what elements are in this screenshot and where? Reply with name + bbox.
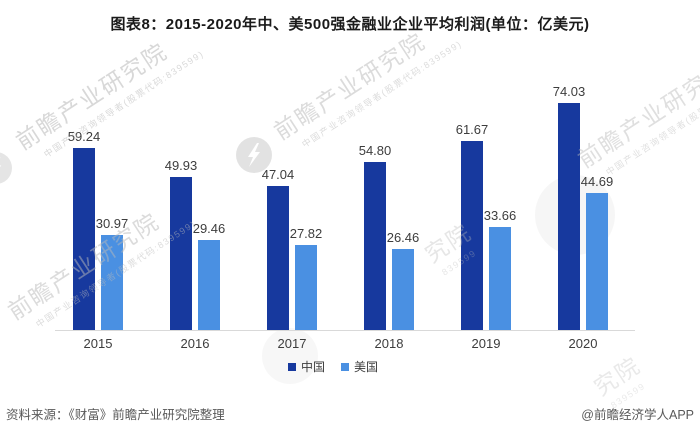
bar-usa-2016	[198, 239, 220, 330]
bar-value-usa-2015: 30.97	[95, 215, 129, 231]
bar-china-2018	[364, 161, 386, 330]
bar-usa-2020	[586, 192, 608, 330]
watermark-logo-icon	[0, 152, 12, 184]
bar-value-usa-2018: 26.46	[386, 229, 420, 245]
bar-value-china-2019: 61.67	[455, 121, 489, 137]
footer: 资料来源：《财富》前瞻产业研究院整理 @前瞻经济学人APP	[6, 404, 694, 423]
x-axis-label-2019: 2019	[471, 336, 501, 351]
bar-value-china-2020: 74.03	[552, 83, 586, 99]
x-axis-label-2016: 2016	[180, 336, 210, 351]
credit-note: @前瞻经济学人APP	[581, 408, 694, 422]
bar-value-usa-2019: 33.66	[483, 207, 517, 223]
bar-usa-2019	[489, 226, 511, 330]
watermark-text: 前瞻产业研究院 中国产业咨询领导者(股票代码:839599)	[570, 35, 700, 187]
legend-label-china: 中国	[300, 360, 325, 374]
legend: 中国 美国	[0, 358, 666, 375]
legend-swatch-china	[287, 362, 296, 371]
watermark-text: 前瞻产业研究院 中国产业咨询领导者(股票代码:839599)	[8, 17, 206, 169]
bar-china-2016	[170, 176, 192, 330]
x-axis-line	[55, 330, 635, 331]
x-axis-label-2020: 2020	[568, 336, 598, 351]
bar-value-china-2017: 47.04	[261, 166, 295, 182]
bar-value-china-2015: 59.24	[67, 129, 101, 145]
bar-china-2017	[267, 185, 289, 330]
bar-value-usa-2020: 44.69	[580, 173, 614, 189]
bar-value-china-2018: 54.80	[358, 142, 392, 158]
chart-title: 图表8：2015-2020年中、美500强金融业企业平均利润(单位：亿美元)	[110, 16, 590, 33]
legend-item-china: 中国	[287, 358, 325, 375]
legend-label-usa: 美国	[354, 360, 379, 374]
bar-usa-2015	[101, 234, 123, 330]
bar-value-usa-2016: 29.46	[192, 220, 226, 236]
x-axis-label-2018: 2018	[374, 336, 404, 351]
watermark-text: 前瞻产业研究院 中国产业咨询领导者(股票代码:839599)	[0, 187, 198, 339]
source-note: 资料来源：《财富》前瞻产业研究院整理	[6, 408, 225, 422]
watermark-fragment: 究院 839599	[586, 347, 653, 413]
bar-value-usa-2017: 27.82	[289, 225, 323, 241]
bar-value-china-2016: 49.93	[164, 157, 198, 173]
bar-china-2020	[558, 102, 580, 330]
bar-usa-2017	[295, 244, 317, 330]
watermark-main-text: 前瞻产业研究院	[3, 207, 165, 325]
watermark-main-text: 前瞻产业研究院	[573, 55, 700, 173]
bar-china-2019	[461, 140, 483, 330]
watermark-sub-text: 中国产业咨询领导者(股票代码:839599)	[604, 66, 700, 178]
x-axis-label-2015: 2015	[83, 336, 113, 351]
legend-item-usa: 美国	[341, 358, 378, 375]
x-axis-label-2017: 2017	[277, 336, 307, 351]
bar-usa-2018	[392, 248, 414, 330]
bar-china-2015	[73, 148, 95, 330]
legend-swatch-usa	[341, 362, 349, 371]
